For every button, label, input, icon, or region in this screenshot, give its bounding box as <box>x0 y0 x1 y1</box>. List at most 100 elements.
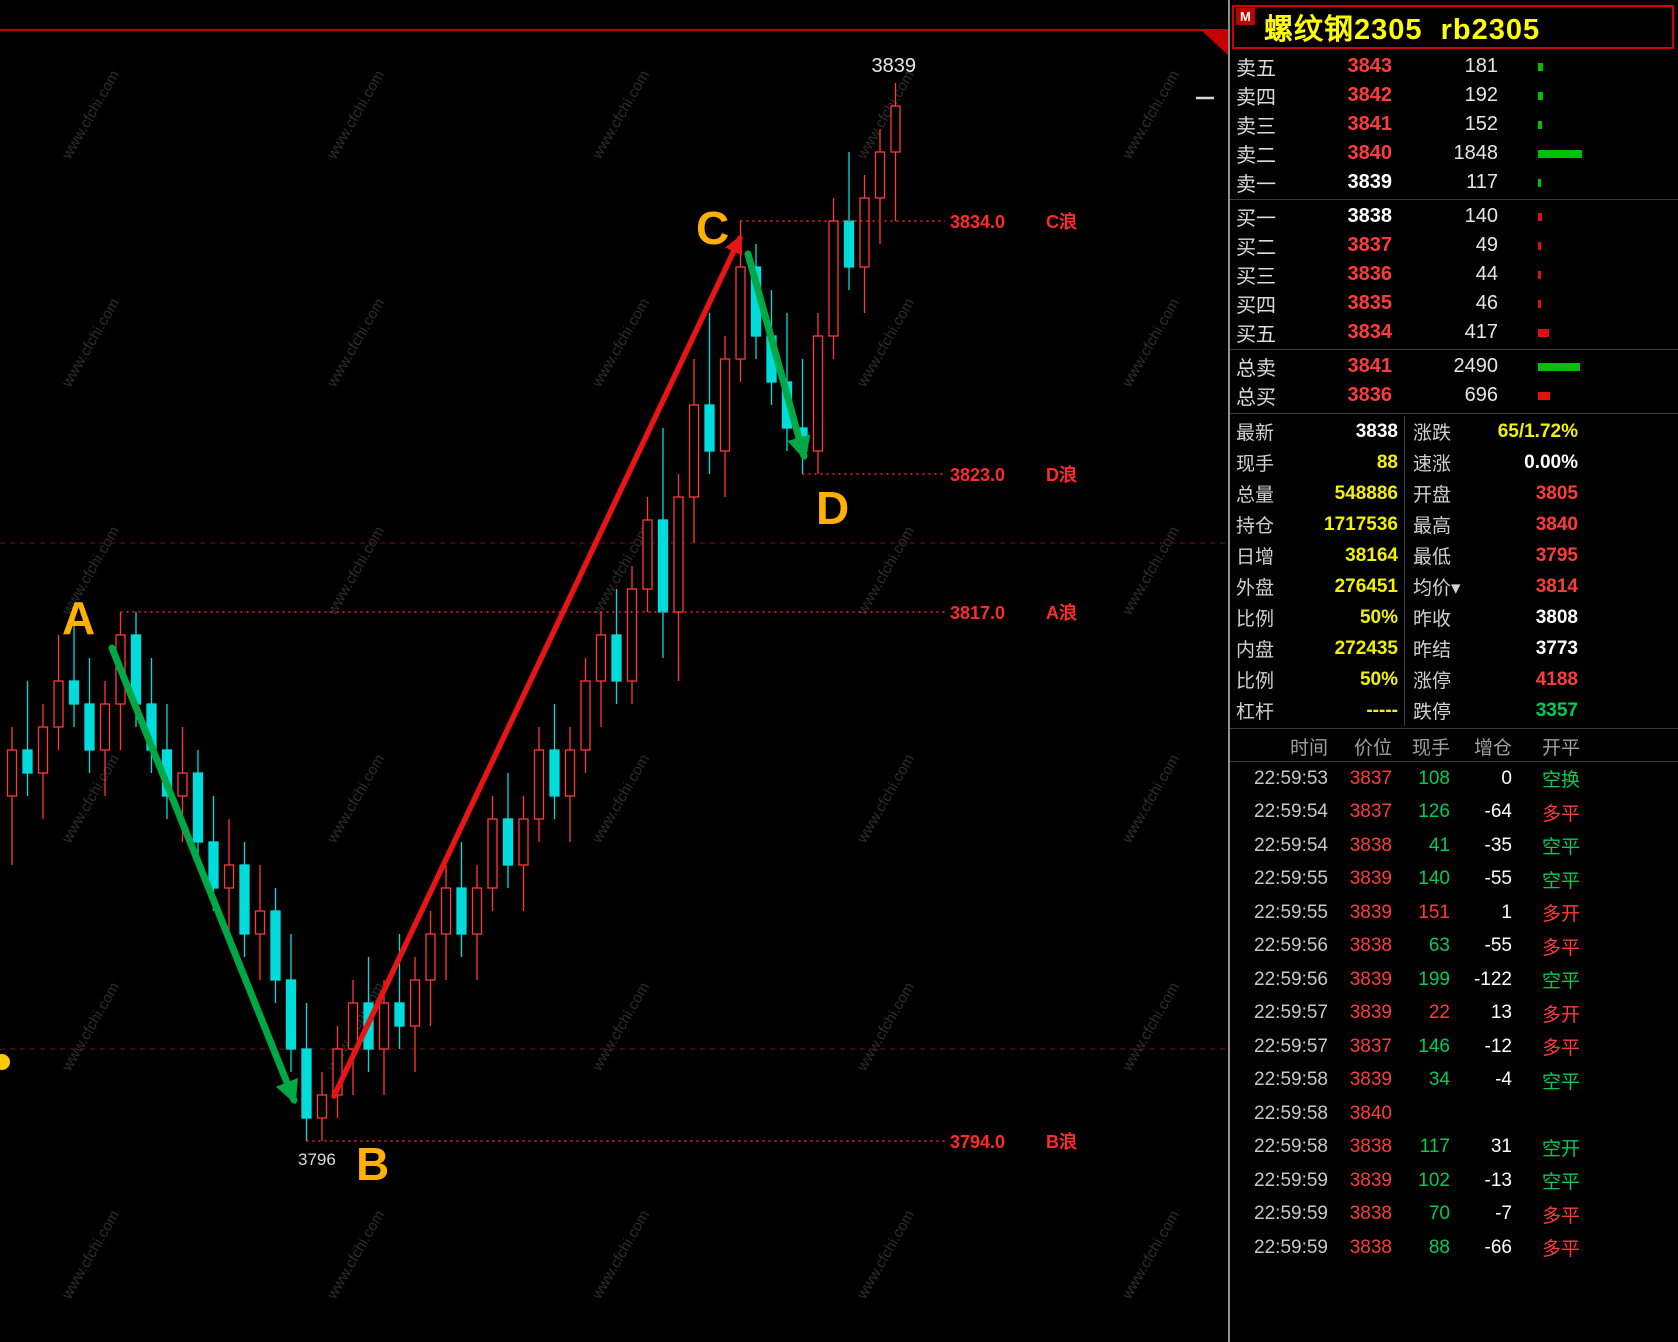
tape-time: 22:59:54 <box>1254 801 1328 823</box>
watermark: www.cfchi.com <box>853 752 918 847</box>
candle-up <box>735 266 746 360</box>
trend-arrow <box>331 234 743 1099</box>
m-badge[interactable]: M <box>1236 8 1255 25</box>
tape-direction: 多平 <box>1541 803 1580 825</box>
ob-price: 3836 <box>1347 263 1393 285</box>
candle-down <box>657 519 669 613</box>
stats-grid: 最新 3838 涨跌 65/1.72% 现手 88 速涨 0.00% 总量 548886 开盘 380… <box>1230 413 1678 729</box>
tape-lots: 108 <box>1418 767 1450 789</box>
stat-label: 比例 <box>1236 671 1275 692</box>
tape-row: 22:59:55 3839 151 1 多开 <box>1230 896 1678 930</box>
tape-time: 22:59:58 <box>1254 1136 1328 1158</box>
candle-down <box>239 864 250 935</box>
tape-lots: 146 <box>1418 1035 1450 1057</box>
ob-label: 买五 <box>1236 324 1276 346</box>
candle-down <box>843 220 855 268</box>
candle-up <box>6 749 18 797</box>
low-label: 3796 <box>298 1150 336 1169</box>
stat-value: 3357 <box>1535 699 1578 721</box>
candle-down <box>704 404 715 452</box>
watermark: www.cfchi.com <box>853 524 918 619</box>
ask-row[interactable]: 卖一 3839 117 <box>1230 168 1678 197</box>
ask-row[interactable]: 卖二 3840 1848 <box>1230 139 1678 168</box>
tape-change: 1 <box>1501 901 1512 923</box>
bid-row[interactable]: 买三 3836 44 <box>1230 260 1678 289</box>
candle-down <box>502 818 514 866</box>
tape-lots: 22 <box>1428 1002 1450 1024</box>
ob-label: 卖三 <box>1236 116 1276 138</box>
stat-value: 4188 <box>1535 668 1578 690</box>
tape-row: 22:59:54 3838 41 -35 空平 <box>1230 829 1678 863</box>
watermark: www.cfchi.com <box>853 296 918 391</box>
ob-volume: 140 <box>1464 205 1498 227</box>
tape-time: 22:59:57 <box>1254 1035 1328 1057</box>
stat-row: 比例 50% 涨停 4188 <box>1230 664 1678 695</box>
candle-up <box>223 864 235 889</box>
tape-price: 3838 <box>1349 935 1392 957</box>
watermark: www.cfchi.com <box>58 1208 123 1303</box>
bid-row[interactable]: 买二 3837 49 <box>1230 231 1678 260</box>
stat-label: 最低 <box>1413 547 1452 568</box>
ob-volume-bar <box>1538 328 1549 337</box>
bid-row[interactable]: 买一 3838 140 <box>1230 202 1678 231</box>
candle-up <box>828 220 839 337</box>
stat-label: 杠杆 <box>1236 702 1275 723</box>
ob-volume: 49 <box>1475 234 1498 256</box>
tape-direction: 空平 <box>1541 1172 1580 1194</box>
tape-change: -12 <box>1484 1035 1512 1057</box>
candle-up <box>487 818 498 889</box>
ob-price: 3841 <box>1347 355 1393 377</box>
stat-value: 3814 <box>1535 575 1578 597</box>
ob-volume: 1848 <box>1453 142 1499 164</box>
wave-name-label: A浪 <box>1046 602 1077 623</box>
chart-area[interactable]: www.cfchi.com www.cfchi.com www.cfchi.com w… <box>0 0 1228 1342</box>
tape-time: 22:59:56 <box>1254 935 1328 957</box>
orderbook-divider <box>1230 349 1678 350</box>
stat-label: 涨停 <box>1413 671 1452 692</box>
ob-volume-bar <box>1538 120 1542 129</box>
candle-up <box>890 105 901 153</box>
total-row[interactable]: 总买 3836 696 <box>1230 381 1678 410</box>
tape-time: 22:59:59 <box>1254 1169 1328 1191</box>
candle-down <box>456 887 467 935</box>
ob-price: 3835 <box>1347 292 1393 314</box>
ob-price: 3840 <box>1347 142 1393 164</box>
tape-time: 22:59:54 <box>1254 834 1328 856</box>
tape-change: -66 <box>1484 1236 1512 1258</box>
ask-row[interactable]: 卖五 3843 181 <box>1230 52 1678 81</box>
stat-row: 最新 3838 涨跌 65/1.72% <box>1230 416 1678 447</box>
tape-time: 22:59:57 <box>1254 1002 1328 1024</box>
tape-row: 22:59:56 3839 199 -122 空平 <box>1230 963 1678 997</box>
tape-change: -55 <box>1484 935 1512 957</box>
watermark: www.cfchi.com <box>588 296 653 391</box>
ask-row[interactable]: 卖三 3841 152 <box>1230 110 1678 139</box>
bid-row[interactable]: 买五 3834 417 <box>1230 318 1678 347</box>
tape-direction: 空平 <box>1541 971 1580 993</box>
ob-price: 3837 <box>1347 234 1393 256</box>
watermark: www.cfchi.com <box>853 980 918 1075</box>
tape-change: 31 <box>1490 1136 1512 1158</box>
stat-value: ----- <box>1366 699 1398 721</box>
watermark: www.cfchi.com <box>853 1208 918 1303</box>
stat-row: 比例 50% 昨收 3808 <box>1230 602 1678 633</box>
watermark: www.cfchi.com <box>1118 980 1183 1075</box>
tape-lots: 70 <box>1428 1203 1450 1225</box>
ob-volume: 152 <box>1464 113 1498 135</box>
ask-row[interactable]: 卖四 3842 192 <box>1230 81 1678 110</box>
trend-arrow <box>108 644 298 1105</box>
watermark: www.cfchi.com <box>58 68 123 163</box>
tape-direction: 空平 <box>1541 1071 1580 1093</box>
total-row[interactable]: 总卖 3841 2490 <box>1230 352 1678 381</box>
candle-up <box>626 588 638 682</box>
candle-up <box>812 335 824 452</box>
stat-value: 276451 <box>1334 575 1398 597</box>
stat-label: 最新 <box>1236 423 1275 444</box>
candlestick-chart[interactable]: www.cfchi.com www.cfchi.com www.cfchi.com w… <box>0 0 1228 1342</box>
ob-label: 买二 <box>1236 237 1276 259</box>
stat-value: 3808 <box>1535 606 1578 628</box>
stat-value: 65/1.72% <box>1497 420 1578 442</box>
bid-row[interactable]: 买四 3835 46 <box>1230 289 1678 318</box>
wave-price-label: 3817.0 <box>950 603 1005 623</box>
stat-label: 最高 <box>1413 516 1452 537</box>
tape-direction: 多平 <box>1541 1038 1580 1060</box>
